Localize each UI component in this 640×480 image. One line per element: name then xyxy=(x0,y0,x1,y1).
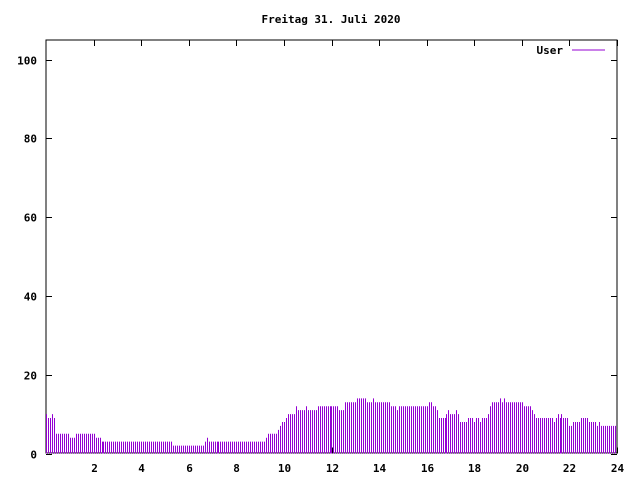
y-tick-label: 80 xyxy=(24,133,37,146)
x-tick-label: 10 xyxy=(278,462,291,475)
chart-title: Freitag 31. Juli 2020 xyxy=(261,13,400,26)
x-tick-label: 4 xyxy=(138,462,145,475)
bars xyxy=(46,398,616,454)
y-tick-label: 60 xyxy=(24,212,37,225)
y-tick-label: 100 xyxy=(17,55,37,68)
x-tick-label: 22 xyxy=(563,462,576,475)
y-tick-label: 20 xyxy=(24,370,37,383)
y-tick-label: 0 xyxy=(30,449,37,462)
x-tick-label: 18 xyxy=(468,462,481,475)
y-tick-label: 40 xyxy=(24,291,37,304)
x-tick-label: 12 xyxy=(326,462,339,475)
x-tick-label: 2 xyxy=(91,462,98,475)
x-tick-label: 6 xyxy=(186,462,193,475)
x-tick-label: 16 xyxy=(421,462,435,475)
x-tick-label: 8 xyxy=(233,462,240,475)
x-tick-label: 24 xyxy=(611,462,625,475)
x-tick-label: 20 xyxy=(516,462,529,475)
legend-label: User xyxy=(537,44,564,57)
x-tick-label: 14 xyxy=(373,462,387,475)
plot-border xyxy=(45,39,618,454)
